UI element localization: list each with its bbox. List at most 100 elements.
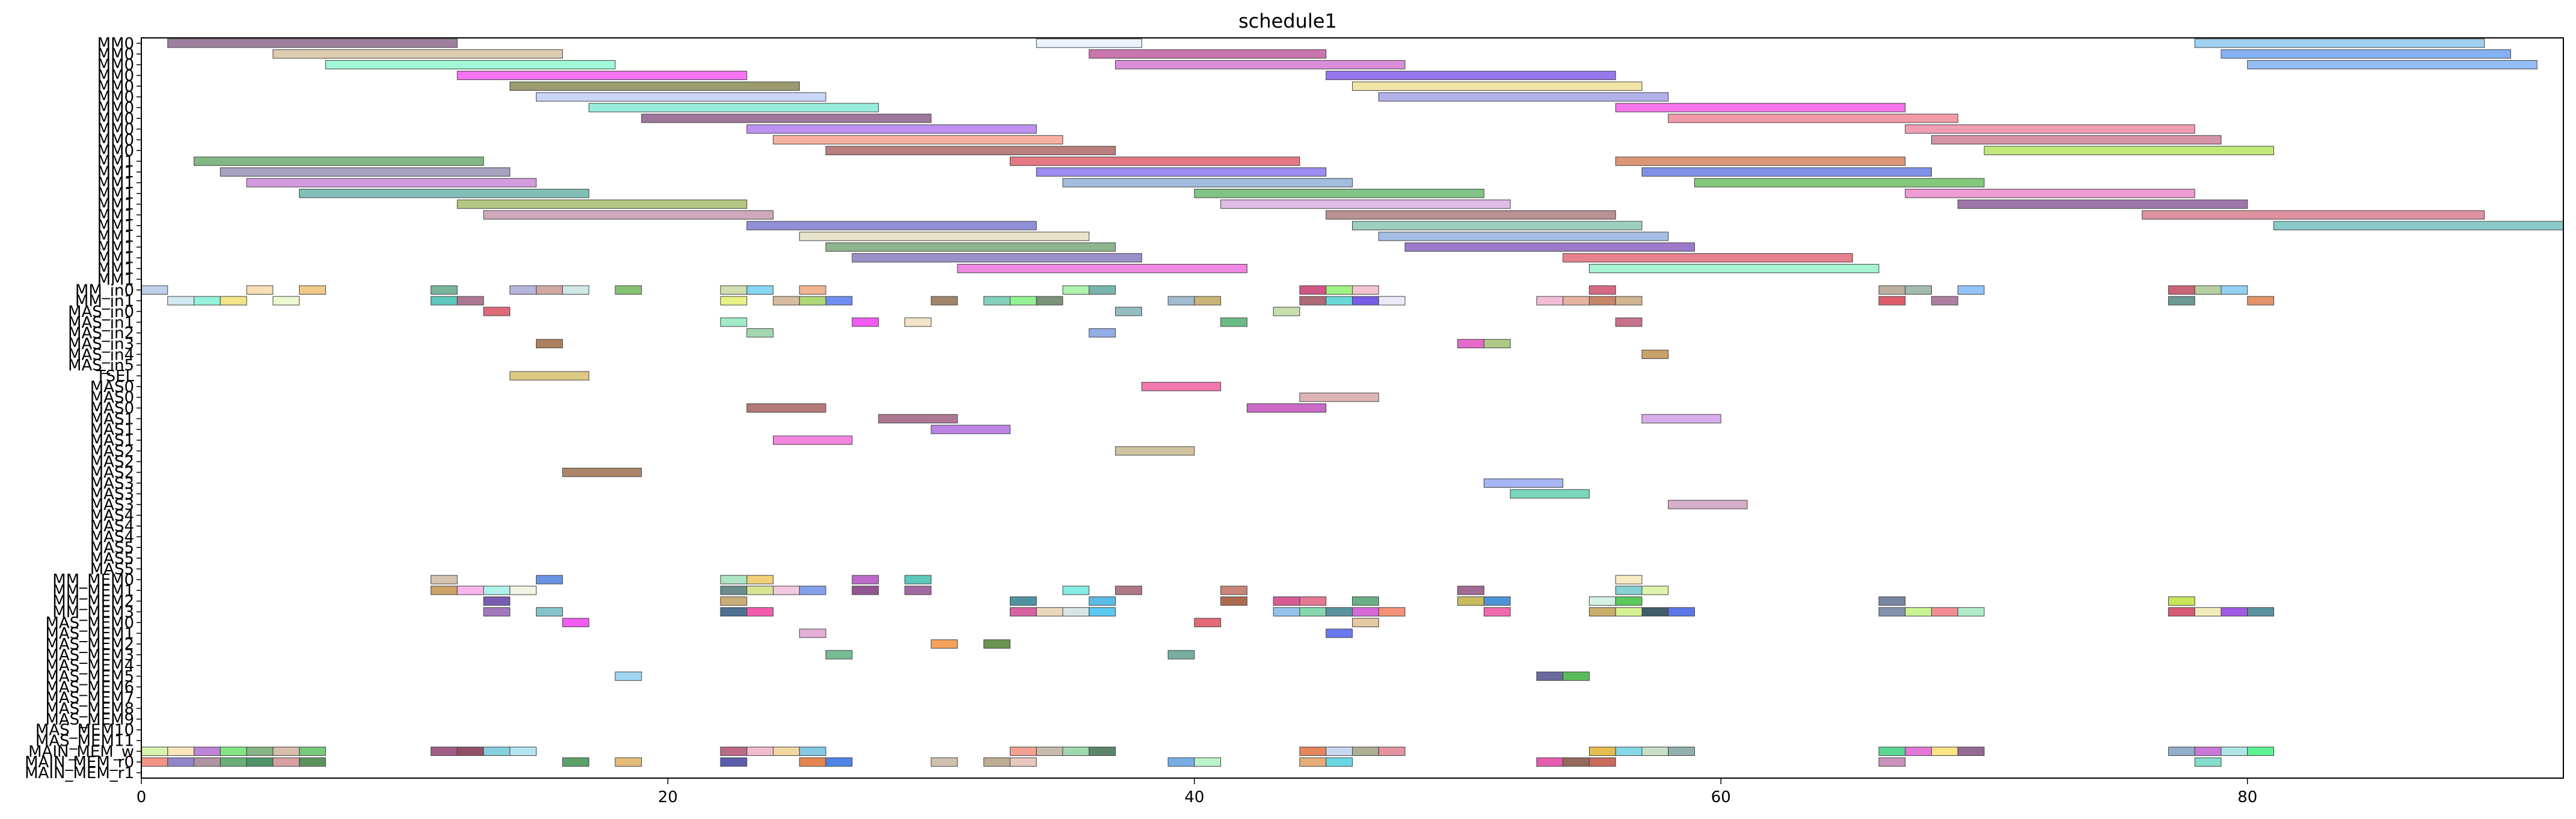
task-bar — [930, 639, 958, 649]
task-bar — [194, 296, 221, 305]
task-bar — [1273, 307, 1300, 316]
task-bar — [904, 317, 932, 327]
task-bar — [1378, 92, 1669, 102]
task-bar — [2168, 746, 2195, 756]
task-bar — [1036, 607, 1063, 617]
x-axis: 0 20 40 60 80 — [137, 778, 2257, 806]
y-tick-label: MM0 — [97, 57, 134, 75]
x-tick-label: 60 — [1711, 788, 1731, 806]
task-bar — [1588, 757, 1616, 767]
task-bar — [957, 263, 1247, 274]
y-tick-label: MAS3 — [90, 496, 134, 514]
y-tick-label: MAS_MEM1 — [45, 625, 134, 643]
task-bar — [1615, 103, 1906, 112]
task-bar — [799, 746, 826, 756]
y-tick-label: MAS_MEM2 — [45, 636, 134, 654]
task-bar — [430, 746, 458, 756]
x-tick-label: 20 — [658, 788, 678, 806]
task-bar — [1167, 757, 1195, 767]
task-bar — [299, 757, 326, 767]
y-tick-label: MAS2 — [90, 443, 134, 461]
task-bar — [1641, 414, 1721, 423]
y-tick-label: MM_MEM1 — [52, 582, 134, 600]
y-tick-label: MM0 — [97, 46, 134, 64]
task-bar — [615, 285, 642, 295]
task-bar — [1905, 607, 1932, 617]
task-bar — [483, 307, 511, 316]
task-bar — [1641, 746, 1669, 756]
y-tick-label: MAS_MEM9 — [45, 711, 134, 729]
task-bar — [1036, 746, 1063, 756]
task-bar — [1352, 285, 1379, 295]
task-bar — [720, 575, 748, 584]
task-bar — [1089, 607, 1116, 617]
task-bar — [1326, 285, 1353, 295]
task-bar — [983, 296, 1010, 305]
task-bar — [2247, 746, 2275, 756]
task-bar — [746, 124, 1037, 134]
task-bar — [1352, 618, 1379, 627]
y-tick-label: MAS1 — [90, 410, 134, 428]
task-bar — [167, 746, 195, 756]
y-tick-label: MAS_in3 — [68, 335, 134, 353]
task-bar — [1167, 296, 1195, 305]
task-bar — [456, 746, 484, 756]
y-tick-label: MM1 — [97, 228, 134, 246]
y-tick-label: MAS1 — [90, 432, 134, 450]
task-bar — [1457, 586, 1484, 595]
task-bar — [852, 253, 1142, 263]
task-bar — [456, 296, 484, 305]
task-bar — [720, 607, 748, 617]
task-bar — [1668, 746, 1695, 756]
task-bar — [141, 746, 168, 756]
task-bar — [299, 285, 326, 295]
task-bar — [720, 757, 748, 767]
task-bar — [1694, 178, 1985, 188]
task-bar — [1641, 607, 1669, 617]
task-bar — [746, 221, 1037, 230]
task-bar — [1615, 156, 1906, 166]
y-tick-label: MAIN_MEM_w — [28, 743, 134, 761]
y-tick-label: MAS4 — [90, 529, 134, 547]
task-bar — [799, 586, 826, 595]
task-bar — [746, 403, 826, 413]
task-bar — [930, 296, 958, 305]
task-bar — [2142, 210, 2485, 220]
task-bar — [1641, 586, 1669, 595]
task-bar — [1009, 757, 1037, 767]
task-bar — [746, 586, 774, 595]
y-tick-label: TSEL — [96, 367, 135, 385]
y-tick-label: MM_MEM3 — [52, 603, 134, 621]
task-bar — [746, 746, 774, 756]
task-bar — [1326, 296, 1353, 305]
y-tick-label: MM0 — [97, 121, 134, 139]
task-bar — [746, 285, 774, 295]
task-bar — [1641, 349, 1669, 359]
y-tick-label: MAS_MEM7 — [45, 689, 134, 707]
task-bar — [1194, 296, 1222, 305]
task-bar — [799, 628, 826, 638]
y-tick-label: MM0 — [97, 88, 134, 106]
task-bar — [430, 296, 458, 305]
task-bar — [220, 296, 247, 305]
task-bar — [1194, 757, 1222, 767]
task-bar — [1615, 596, 1643, 606]
task-bar — [272, 49, 563, 59]
task-bar — [1062, 285, 1090, 295]
task-bar — [2247, 60, 2538, 70]
task-bar — [562, 467, 642, 477]
y-tick-label: MAS5 — [90, 539, 134, 557]
task-bar — [2221, 285, 2248, 295]
task-bar — [1588, 296, 1616, 305]
task-bar — [2194, 607, 2222, 617]
task-bar — [1273, 596, 1300, 606]
task-bar — [1588, 263, 1880, 274]
task-bar — [983, 757, 1010, 767]
task-bar — [2247, 296, 2275, 305]
task-bar — [220, 167, 511, 177]
task-bar — [1588, 607, 1616, 617]
y-tick-label: MAS0 — [90, 378, 134, 396]
task-bar — [1089, 596, 1116, 606]
task-bar — [299, 189, 589, 198]
